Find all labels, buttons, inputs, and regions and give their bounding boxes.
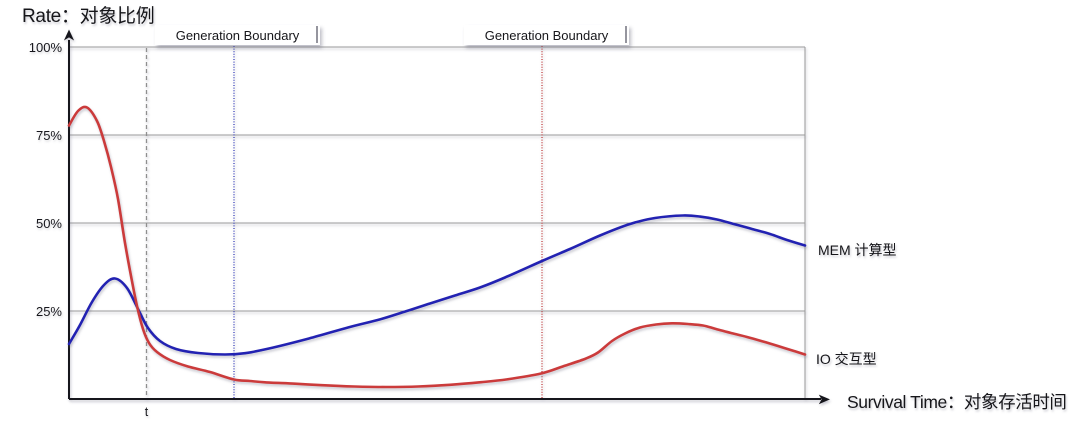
svg-text:25%: 25%	[36, 304, 62, 319]
svg-text:50%: 50%	[36, 216, 62, 231]
svg-text:75%: 75%	[36, 128, 62, 143]
svg-text:100%: 100%	[29, 40, 63, 55]
svg-text:t: t	[145, 405, 149, 419]
